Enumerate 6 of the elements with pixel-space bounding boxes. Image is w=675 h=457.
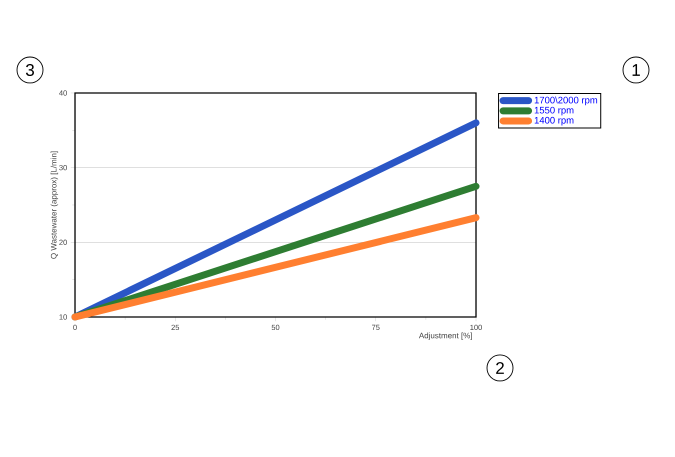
- text: 1: [632, 64, 640, 76]
- legend-label: 1400 rpm: [534, 116, 574, 126]
- legend-label: 1700\2000 rpm: [534, 96, 598, 106]
- text: 2: [496, 362, 504, 374]
- text: 3: [26, 64, 34, 76]
- legend-label: 1550 rpm: [534, 106, 574, 116]
